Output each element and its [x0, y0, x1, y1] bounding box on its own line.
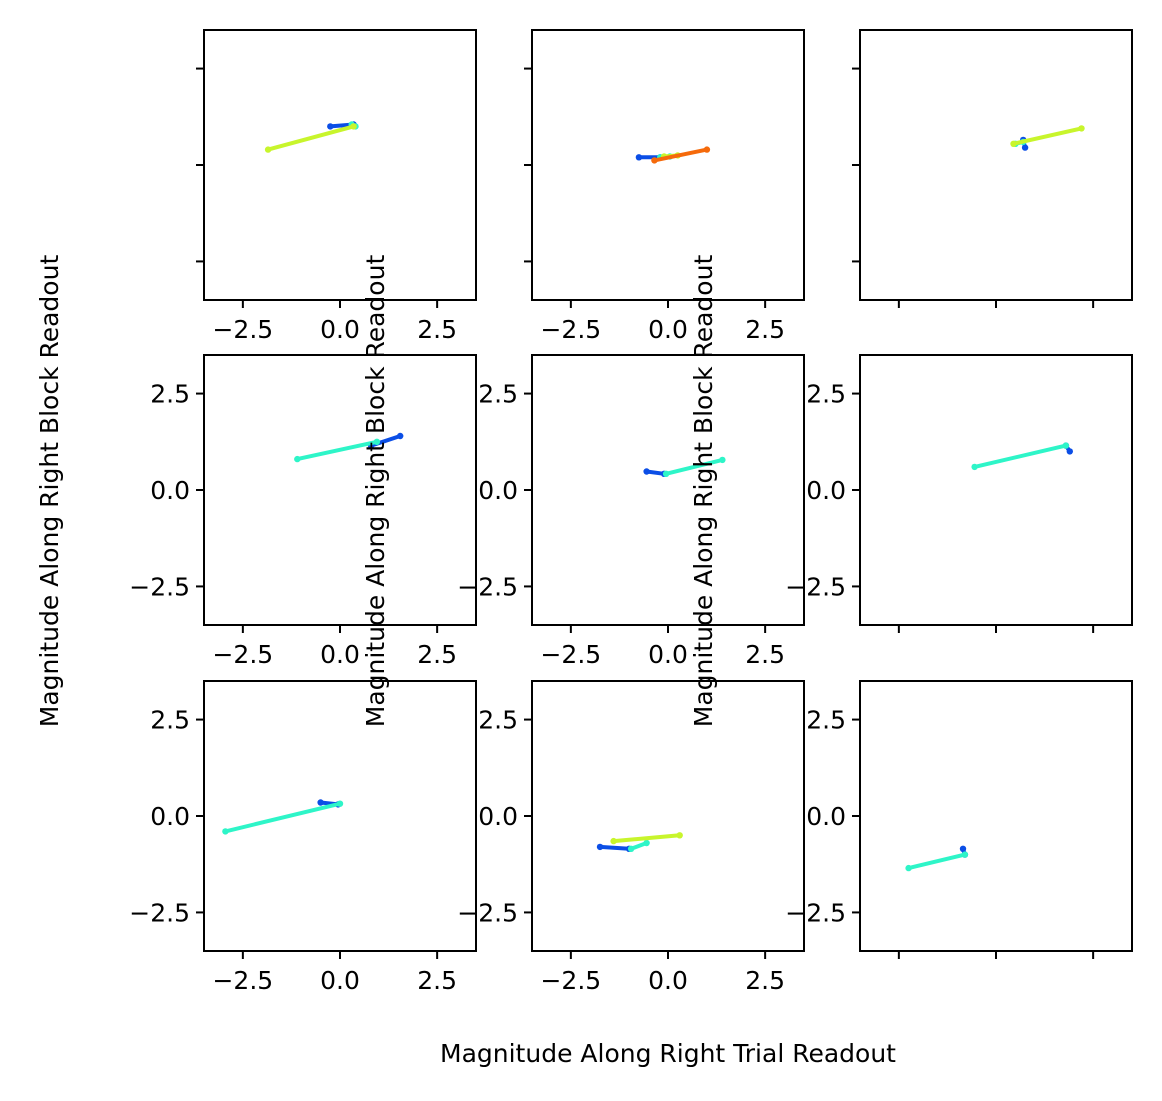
subplot-row2-col1: −2.5 0.0 2.5 −2.5 0.0 2.5: [129, 354, 477, 669]
subplot-row1-col3: [852, 29, 1133, 308]
plot-area: [860, 355, 1132, 625]
x-tick-label: −2.5: [540, 315, 601, 344]
y-tick-label: 2.5: [150, 706, 190, 735]
series-point-cyan: [336, 800, 344, 807]
x-tick-label: −2.5: [212, 640, 273, 669]
plot-area: [860, 30, 1132, 300]
series-line-cyan: [295, 439, 379, 462]
panel-y-axis-label-col2: Magnitude Along Right Block Readout: [361, 255, 390, 728]
x-tick-label: 0.0: [648, 315, 688, 344]
y-tick-label: −2.5: [785, 898, 846, 927]
x-tick-label: 0.0: [320, 966, 360, 995]
y-tick-label: 0.0: [478, 476, 518, 505]
y-tick-label: 2.5: [478, 380, 518, 409]
series-line-cyan: [223, 801, 342, 834]
x-tick-label: 0.0: [648, 966, 688, 995]
series-point-cyan: [961, 851, 969, 858]
y-tick-label: −2.5: [129, 572, 190, 601]
y-tick-label: −2.5: [457, 898, 518, 927]
series-point-blue: [635, 154, 643, 161]
series-point-blue: [317, 799, 324, 806]
y-tick-label: 2.5: [478, 706, 518, 735]
series-point-lime: [1010, 140, 1017, 147]
series-point-lime: [350, 123, 357, 130]
plot-area: [204, 355, 476, 625]
plot-area: [532, 355, 804, 625]
x-tick-label: 0.0: [648, 640, 688, 669]
figure-y-axis-label: Magnitude Along Right Block Readout: [35, 255, 64, 728]
y-tick-label: −2.5: [129, 898, 190, 927]
y-tick-label: 0.0: [150, 476, 190, 505]
x-tick-label: 2.5: [745, 640, 785, 669]
series-point-blue: [327, 123, 334, 130]
subplot-row2-col2: −2.5 0.0 2.5 −2.5 0.0 2.5: [457, 354, 805, 669]
series-line-cyan: [906, 852, 967, 871]
subplot-grid: −2.5 0.0 2.5 −2.5 0.0 2.5 −2.5 0.0 2.5 −2.5 0.0 2.5…: [129, 29, 1133, 995]
x-tick-label: −2.5: [540, 966, 601, 995]
y-tick-label: 2.5: [806, 380, 846, 409]
series-point-blue: [1021, 144, 1029, 151]
series-line-lime: [1011, 126, 1084, 146]
y-tick-label: 0.0: [806, 476, 846, 505]
y-tick-label: 2.5: [806, 706, 846, 735]
subplot-row2-col3: −2.5 0.0 2.5: [785, 354, 1133, 633]
y-tick-label: 0.0: [150, 802, 190, 831]
subplot-row3-col2: −2.5 0.0 2.5 −2.5 0.0 2.5: [457, 680, 805, 995]
series-point-cyan: [294, 455, 301, 463]
y-tick-label: 0.0: [478, 802, 518, 831]
series-point-cyan: [662, 470, 670, 477]
series-point-lime: [610, 837, 617, 845]
panel-y-axis-label-col3: Magnitude Along Right Block Readout: [689, 255, 718, 728]
figure-x-axis-label: Magnitude Along Right Trial Readout: [440, 1039, 896, 1068]
series-point-blue: [596, 843, 604, 851]
plot-area: [204, 30, 476, 300]
x-tick-label: 2.5: [745, 315, 785, 344]
x-tick-label: 2.5: [417, 315, 457, 344]
plot-area: [860, 681, 1132, 951]
series-line-blue: [598, 844, 632, 851]
y-tick-label: −2.5: [785, 572, 846, 601]
series-line-lime: [266, 124, 356, 152]
series-point-orange: [651, 157, 658, 164]
subplot-row3-col1: −2.5 0.0 2.5 −2.5 0.0 2.5: [129, 680, 477, 995]
series-point-cyan: [905, 864, 912, 872]
series-point-cyan: [222, 828, 229, 835]
x-tick-label: −2.5: [212, 966, 273, 995]
series-point-lime: [676, 832, 683, 839]
series-point-blue: [1066, 448, 1074, 455]
x-tick-label: 0.0: [320, 640, 360, 669]
series-point-cyan: [373, 438, 381, 445]
series-point-blue: [643, 468, 650, 475]
x-tick-label: −2.5: [540, 640, 601, 669]
series-point-cyan: [1062, 442, 1070, 449]
series-point-cyan: [627, 845, 635, 852]
series-point-cyan: [971, 463, 978, 471]
series-point-lime: [264, 146, 272, 153]
series-point-lime: [1078, 125, 1085, 132]
series-point-orange: [703, 146, 711, 153]
subplot-row3-col3: −2.5 0.0 2.5: [785, 680, 1133, 959]
series-line-orange: [652, 147, 709, 163]
subplot-row1-col2: −2.5 0.0 2.5: [524, 29, 805, 344]
series-point-blue: [959, 845, 967, 852]
y-tick-label: −2.5: [457, 572, 518, 601]
series-line-lime: [611, 833, 682, 844]
series-line-cyan: [664, 457, 725, 476]
x-tick-label: 0.0: [320, 315, 360, 344]
series-point-cyan: [643, 839, 650, 847]
plot-area: [532, 30, 804, 300]
x-tick-label: 2.5: [745, 966, 785, 995]
x-tick-label: 2.5: [417, 966, 457, 995]
series-line-cyan: [972, 443, 1068, 469]
subplot-row1-col1: −2.5 0.0 2.5: [196, 29, 477, 344]
x-tick-label: −2.5: [212, 315, 273, 344]
series-point-cyan: [719, 456, 726, 464]
plot-area: [204, 681, 476, 951]
series-point-blue: [397, 432, 404, 440]
y-tick-label: 2.5: [150, 380, 190, 409]
plot-area: [532, 681, 804, 951]
y-tick-label: 0.0: [806, 802, 846, 831]
x-tick-label: 2.5: [417, 640, 457, 669]
